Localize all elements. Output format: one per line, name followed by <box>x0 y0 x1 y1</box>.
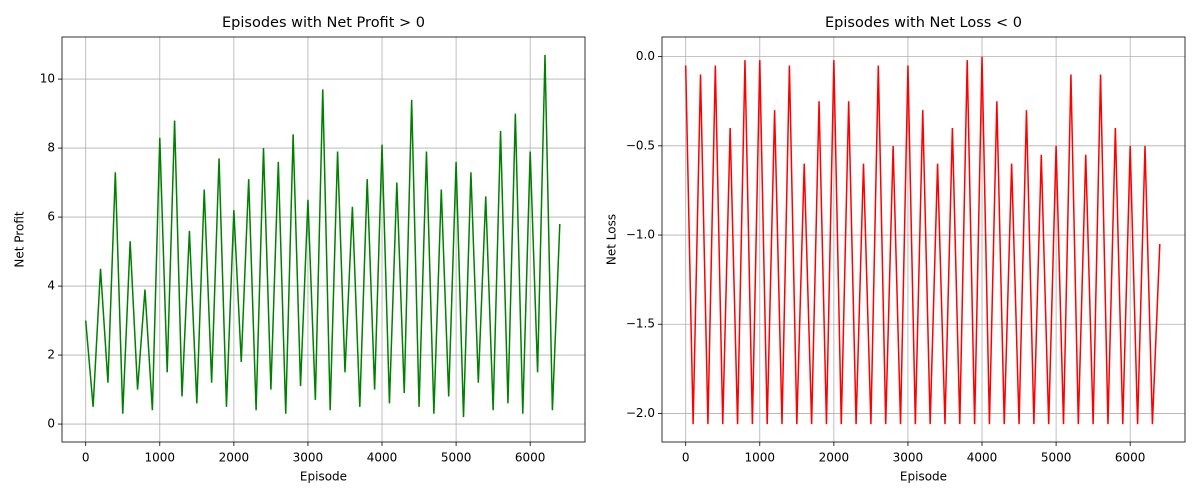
y-tick-label: −0.5 <box>626 138 655 152</box>
y-tick-label: 6 <box>47 210 55 224</box>
y-tick-label: 8 <box>47 141 55 155</box>
data-line <box>684 56 1161 425</box>
x-axis-label: Episode <box>900 470 947 484</box>
chart-title: Episodes with Net Profit > 0 <box>222 15 425 31</box>
y-tick-label: 10 <box>40 72 55 86</box>
y-tick-label: −2.0 <box>626 406 655 420</box>
y-tick-label: −1.5 <box>626 317 655 331</box>
x-tick-label: 5000 <box>1041 451 1072 465</box>
x-tick-label: 6000 <box>1115 451 1146 465</box>
x-axis-label: Episode <box>300 470 347 484</box>
y-tick-label: 0 <box>47 417 55 431</box>
y-axis-label: Net Loss <box>605 214 619 265</box>
x-tick-label: 5000 <box>441 451 472 465</box>
x-tick-label: 0 <box>682 451 690 465</box>
x-tick-label: 0 <box>82 451 90 465</box>
x-tick-label: 3000 <box>293 451 324 465</box>
x-tick-label: 4000 <box>967 451 998 465</box>
y-tick-label: 0.0 <box>636 49 655 63</box>
y-tick-label: 2 <box>47 348 55 362</box>
x-tick-label: 2000 <box>219 451 250 465</box>
x-tick-label: 6000 <box>515 451 546 465</box>
x-tick-label: 3000 <box>893 451 924 465</box>
plot-frame <box>61 36 586 443</box>
plot-frame <box>661 36 1186 443</box>
x-tick-label: 4000 <box>367 451 398 465</box>
x-tick-label: 1000 <box>145 451 176 465</box>
data-line <box>84 54 561 418</box>
x-tick-label: 1000 <box>745 451 776 465</box>
chart-title: Episodes with Net Loss < 0 <box>825 15 1022 31</box>
x-tick-label: 2000 <box>819 451 850 465</box>
y-tick-label: 4 <box>47 279 55 293</box>
y-tick-label: −1.0 <box>626 228 655 242</box>
y-axis-label: Net Profit <box>13 211 27 267</box>
